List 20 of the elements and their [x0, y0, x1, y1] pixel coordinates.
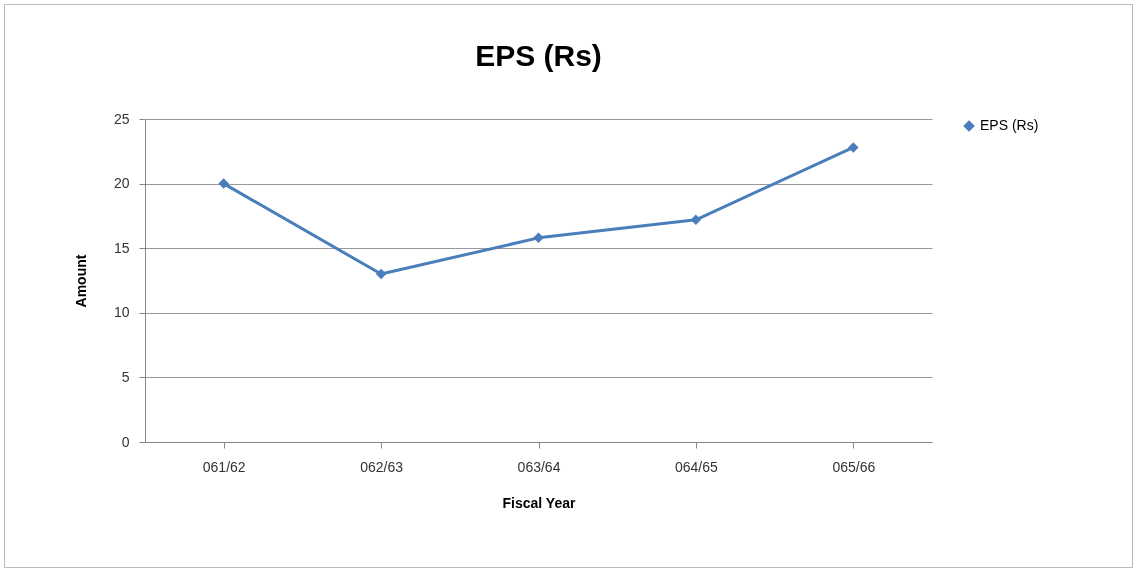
y-tick-label: 10: [113, 304, 130, 321]
y-tick-label: 20: [113, 175, 130, 192]
point: [375, 268, 387, 280]
chart-title: EPS (Rs): [475, 39, 602, 72]
point: [848, 142, 859, 153]
y-tick-label: 0: [121, 433, 130, 450]
x-tick-label: 063/64: [517, 458, 561, 475]
x-tick-label: 062/63: [360, 458, 404, 475]
y-axis-title: Amount: [72, 254, 89, 308]
legend-label: EPS (Rs): [980, 117, 1039, 133]
x-axis-title: Fiscal Year: [502, 494, 576, 511]
y-tick-label: 15: [113, 239, 130, 256]
x-tick-label: 061/62: [202, 458, 246, 475]
y-tick-label: 5: [121, 368, 130, 385]
x-tick-label: 065/66: [832, 458, 876, 475]
point: [690, 214, 702, 226]
point: [533, 232, 544, 244]
x-tick-label: 064/65: [674, 458, 719, 475]
y-tick-label: 25: [113, 110, 130, 127]
point: [218, 178, 229, 189]
